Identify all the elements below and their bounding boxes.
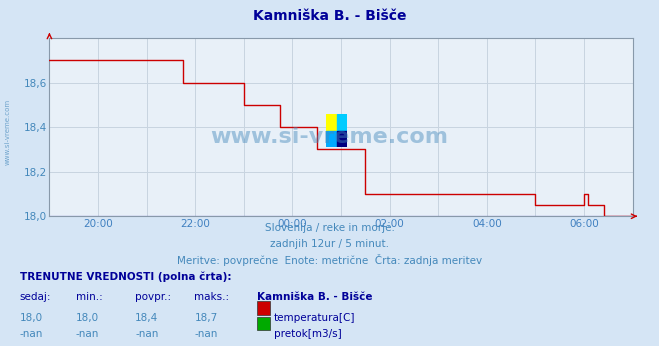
Text: www.si-vreme.com: www.si-vreme.com	[210, 127, 449, 147]
Text: TRENUTNE VREDNOSTI (polna črta):: TRENUTNE VREDNOSTI (polna črta):	[20, 272, 231, 282]
Text: Slovenija / reke in morje.: Slovenija / reke in morje.	[264, 223, 395, 233]
Text: 18,0: 18,0	[76, 313, 99, 323]
Text: zadnjih 12ur / 5 minut.: zadnjih 12ur / 5 minut.	[270, 239, 389, 249]
Text: maks.:: maks.:	[194, 292, 229, 302]
Bar	[326, 131, 337, 147]
Text: Kamniška B. - Bišče: Kamniška B. - Bišče	[257, 292, 372, 302]
Text: 18,4: 18,4	[135, 313, 158, 323]
Text: pretok[m3/s]: pretok[m3/s]	[274, 329, 342, 339]
Bar	[337, 114, 347, 131]
Text: www.si-vreme.com: www.si-vreme.com	[5, 98, 11, 165]
Bar	[326, 114, 337, 131]
Text: temperatura[C]: temperatura[C]	[274, 313, 356, 323]
Text: 18,7: 18,7	[194, 313, 217, 323]
Text: povpr.:: povpr.:	[135, 292, 171, 302]
Text: Kamniška B. - Bišče: Kamniška B. - Bišče	[253, 9, 406, 22]
Text: 18,0: 18,0	[20, 313, 43, 323]
Text: -nan: -nan	[194, 329, 217, 339]
Bar	[337, 131, 347, 147]
Text: -nan: -nan	[20, 329, 43, 339]
Text: sedaj:: sedaj:	[20, 292, 51, 302]
Text: min.:: min.:	[76, 292, 103, 302]
Text: -nan: -nan	[76, 329, 99, 339]
Text: Meritve: povprečne  Enote: metrične  Črta: zadnja meritev: Meritve: povprečne Enote: metrične Črta:…	[177, 254, 482, 266]
Text: -nan: -nan	[135, 329, 158, 339]
